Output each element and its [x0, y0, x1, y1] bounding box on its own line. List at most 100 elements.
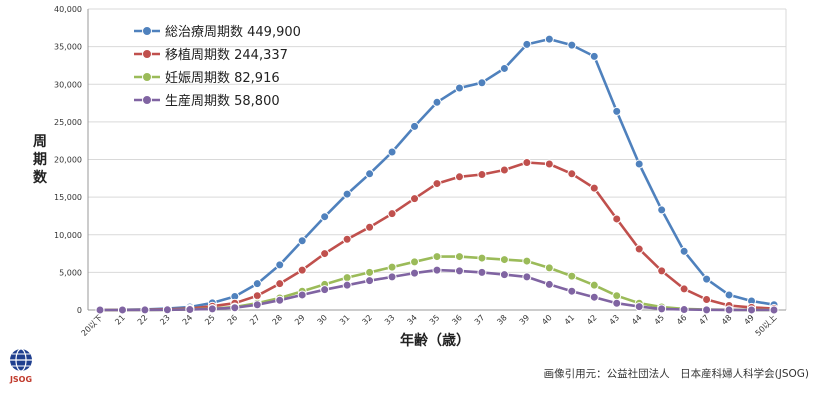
y-tick-label: 35,000	[54, 43, 82, 52]
x-tick-label: 46	[675, 313, 689, 327]
x-axis-label: 年齢（歳）	[400, 333, 470, 349]
x-tick-label: 25	[203, 313, 217, 327]
x-tick-label: 30	[316, 313, 330, 327]
data-point	[544, 34, 554, 44]
data-point	[679, 305, 689, 315]
series-line-2	[100, 255, 775, 312]
data-point	[769, 305, 779, 315]
data-point	[252, 291, 262, 301]
data-point	[365, 222, 375, 232]
x-tick-label: 42	[585, 313, 599, 327]
data-point	[679, 246, 689, 256]
x-tick-label: 20以下	[80, 313, 105, 338]
x-tick-label: 24	[181, 313, 195, 327]
data-point	[477, 78, 487, 88]
data-point	[117, 305, 127, 315]
data-point	[612, 106, 622, 116]
x-tick-label: 26	[226, 313, 240, 327]
data-point	[724, 290, 734, 300]
data-point	[522, 256, 532, 266]
x-tick-label: 28	[271, 313, 285, 327]
data-point	[207, 304, 217, 314]
x-tick-label: 43	[608, 313, 622, 327]
data-point	[432, 265, 442, 275]
data-point	[612, 298, 622, 308]
x-tick-label: 22	[136, 313, 150, 327]
data-point	[297, 236, 307, 246]
x-tick-label: 49	[742, 313, 756, 327]
x-tick-label: 45	[653, 313, 667, 327]
data-point	[499, 270, 509, 280]
data-point	[275, 260, 285, 270]
data-point	[432, 252, 442, 262]
data-point	[724, 305, 734, 315]
data-point	[589, 292, 599, 302]
data-point	[702, 294, 712, 304]
data-point	[612, 214, 622, 224]
data-point	[365, 169, 375, 179]
y-tick-label: 0	[77, 306, 82, 315]
x-tick-label: 39	[518, 313, 532, 327]
data-point	[342, 273, 352, 283]
data-point	[297, 290, 307, 300]
x-tick-label: 38	[495, 313, 509, 327]
data-point	[162, 305, 172, 315]
chart-gridlines	[88, 8, 786, 311]
data-point	[387, 209, 397, 219]
data-point	[567, 169, 577, 179]
data-point	[320, 249, 330, 259]
data-point	[342, 280, 352, 290]
data-point	[454, 266, 464, 276]
data-point	[634, 244, 644, 254]
y-tick-label: 25,000	[54, 118, 82, 127]
data-point	[252, 300, 262, 310]
data-point	[320, 212, 330, 222]
data-point	[387, 147, 397, 157]
data-point	[387, 262, 397, 272]
x-tick-label: 21	[113, 313, 127, 327]
x-tick-label: 40	[540, 313, 554, 327]
data-point	[387, 272, 397, 282]
y-tick-labels: 0 5,000 10,000 15,000 20,000 25,000 30,000 35,0…	[54, 5, 82, 315]
data-point	[252, 279, 262, 289]
data-point	[410, 257, 420, 267]
x-tick-label: 34	[405, 313, 419, 327]
x-tick-label: 37	[473, 313, 487, 327]
data-point	[95, 305, 105, 315]
data-point	[499, 165, 509, 175]
y-tick-label: 5,000	[59, 268, 82, 277]
data-point	[342, 234, 352, 244]
jsog-logo: JSOG	[6, 346, 36, 386]
x-tick-label: 47	[697, 313, 711, 327]
data-point	[454, 252, 464, 262]
data-point	[612, 291, 622, 301]
logo-text: JSOG	[9, 375, 33, 384]
data-point	[702, 274, 712, 284]
data-point	[589, 183, 599, 193]
source-credit: 画像引用元：公益社団法人 日本産科婦人科学会(JSOG)	[543, 368, 809, 380]
legend-marker	[142, 95, 152, 105]
data-point	[499, 63, 509, 73]
data-point	[185, 305, 195, 315]
data-point	[657, 304, 667, 314]
data-point	[567, 271, 577, 281]
legend-label: 総治療周期数 449,900	[165, 25, 301, 40]
data-point	[275, 295, 285, 305]
y-tick-label: 30,000	[54, 80, 82, 89]
data-point	[432, 179, 442, 189]
data-point	[140, 305, 150, 315]
data-point	[230, 303, 240, 313]
data-point	[410, 121, 420, 131]
legend-marker	[142, 26, 152, 36]
data-point	[410, 194, 420, 204]
y-tick-label: 10,000	[54, 231, 82, 240]
data-point	[589, 51, 599, 61]
legend-label: 移植周期数 244,337	[165, 48, 288, 63]
data-point	[679, 284, 689, 294]
legend-label: 妊娠周期数 82,916	[165, 71, 280, 86]
data-point	[320, 285, 330, 295]
data-point	[342, 189, 352, 199]
data-point	[747, 305, 757, 315]
chart-legend: 総治療周期数 449,900 移植周期数 244,337 妊娠周期数 82,916 生…	[134, 25, 301, 109]
